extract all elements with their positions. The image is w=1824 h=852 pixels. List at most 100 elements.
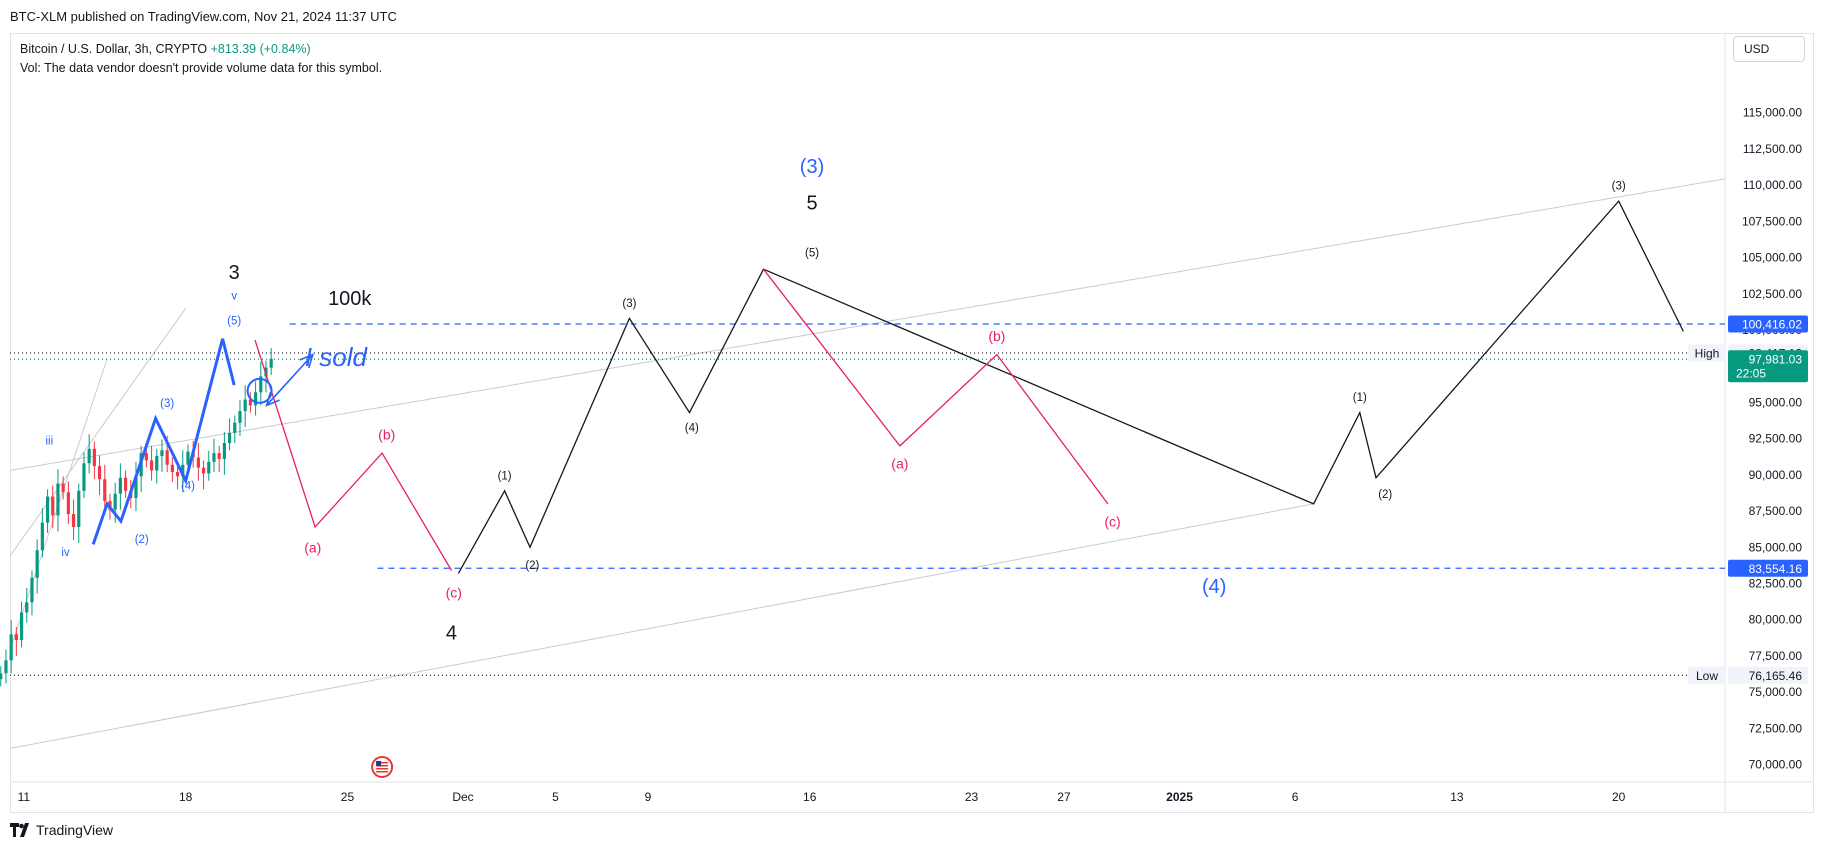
wave-label[interactable]: (c) [1104,513,1120,529]
wave-label[interactable]: 5 [806,192,817,214]
wave-label[interactable]: I sold [305,342,369,372]
x-tick-label: 6 [1292,790,1299,804]
wave-label[interactable]: (2) [135,534,149,546]
candle-body [186,451,190,465]
y-tick-label: 87,500.00 [1749,504,1803,518]
candle-body [201,467,206,474]
y-tick-label: 77,500.00 [1749,649,1803,663]
price-badge-label: 76,165.46 [1749,669,1803,683]
countdown-label: 22:05 [1736,366,1766,380]
wave-label[interactable]: (b) [988,328,1005,344]
pink-wave-line[interactable] [254,339,453,571]
y-tick-label: 95,000.00 [1749,395,1803,409]
volume-note: Vol: The data vendor doesn't provide vol… [20,61,383,75]
channel-line-1[interactable] [1,307,187,569]
candle-body [66,492,70,514]
candle-body [196,457,200,468]
circle-marker[interactable] [246,377,273,404]
candle-body [227,432,232,444]
wave-label[interactable]: (b) [378,426,395,442]
wave-label[interactable]: (1) [498,470,512,482]
price-badge-label: 100,416.02 [1742,317,1802,331]
x-tick-label: 2025 [1166,790,1193,804]
candle-body [123,477,128,491]
y-tick-label: 112,500.00 [1743,142,1802,156]
y-tick-label: 75,000.00 [1749,685,1803,699]
pink-wave-line-2[interactable] [762,268,1109,505]
symbol-name[interactable]: Bitcoin / U.S. Dollar, 3h, CRYPTO [20,42,208,56]
wave-label[interactable]: iii [45,436,53,448]
price-badge-label: 83,554.16 [1749,562,1803,576]
blue-wave-line[interactable] [91,338,236,545]
wave-label[interactable]: v [231,291,237,303]
wave-label[interactable]: iv [61,547,70,559]
candle-body [71,513,76,528]
wave-label[interactable]: (4) [181,480,195,492]
arrow-line[interactable] [265,354,314,406]
chart-frame [10,33,1814,813]
wave-label[interactable]: (5) [805,247,819,259]
channel-line-2[interactable] [1,158,1824,472]
y-tick-label: 82,500.00 [1749,577,1803,591]
candle-body [269,358,273,368]
channel-line-0[interactable] [1,358,108,678]
x-tick-label: 20 [1612,790,1626,804]
candle-body [56,483,60,516]
candle-body [212,453,216,462]
candle-body [77,490,81,528]
x-tick-label: 16 [803,790,817,804]
x-tick-label: 11 [18,790,31,804]
tradingview-logo[interactable]: TradingView [10,822,113,838]
us-flag-stripe [376,768,389,770]
wave-label[interactable]: (3) [622,298,636,310]
wave-label[interactable]: (3) [1612,181,1626,193]
price-badge-label: 97,981.03 [1749,352,1803,366]
y-tick-label: 92,500.00 [1749,432,1803,446]
candle-body [144,453,148,461]
candle-body [253,392,258,406]
tradingview-logo-text: TradingView [36,822,114,838]
us-flag-icon[interactable] [371,756,394,778]
candle-body [264,367,268,377]
wave-label[interactable]: 3 [229,262,240,284]
candle-body [160,450,164,457]
wave-label[interactable]: (3) [800,156,824,178]
candle-body [97,466,102,480]
price-change: +813.39 (+0.84%) [210,42,311,56]
wave-label[interactable]: (4) [1202,576,1226,598]
arrow-head-right [299,353,315,369]
y-tick-label: 70,000.00 [1749,758,1803,772]
x-tick-label: 27 [1057,790,1071,804]
candle-body [170,464,174,472]
wave-label[interactable]: (1) [1353,392,1367,404]
wave-label[interactable]: 4 [446,623,457,645]
candle-body [259,376,263,393]
wave-label[interactable]: (a) [891,455,908,471]
y-tick-label: 115,000.00 [1743,106,1802,120]
candle-body [217,453,221,459]
candle-body [61,483,65,493]
y-tick-label: 102,500.00 [1742,287,1802,301]
us-flag-stripe [376,762,389,764]
x-tick-label: 25 [341,790,355,804]
black-wave-line[interactable] [457,199,1684,574]
publish-line: BTC-XLM published on TradingView.com, No… [10,9,397,24]
wave-label[interactable]: (5) [227,315,241,327]
currency-button[interactable]: USD [1733,36,1805,62]
channel-line-3[interactable] [1,503,1314,750]
candle-body [82,463,86,491]
wave-label[interactable]: (4) [685,423,699,435]
wave-label[interactable]: (2) [525,560,539,572]
candle-body [40,522,44,551]
candle-body [118,477,122,494]
wave-label[interactable]: (3) [160,398,174,410]
wave-label[interactable]: 100k [328,288,372,310]
wave-label[interactable]: (a) [304,539,321,555]
price-badge [1728,315,1808,333]
x-tick-label: 5 [552,790,559,804]
candle-body [92,448,96,467]
wave-label[interactable]: (2) [1378,489,1392,501]
wave-label[interactable]: (c) [446,584,462,600]
y-tick-label: 85,000.00 [1749,540,1803,554]
